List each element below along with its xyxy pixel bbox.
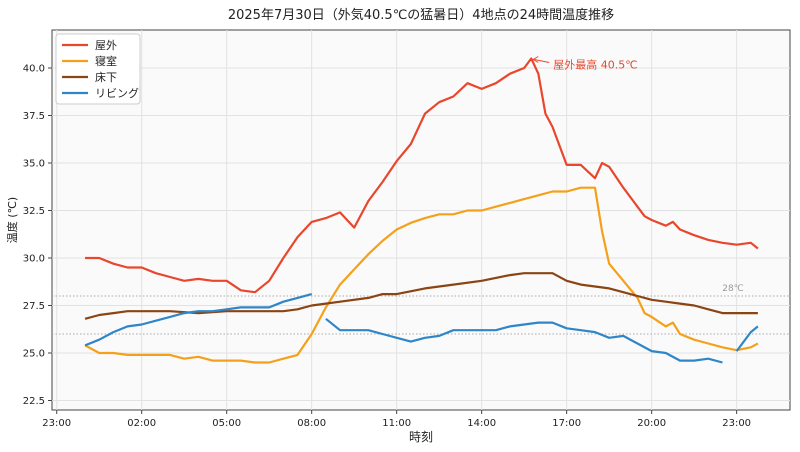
- legend-box: [55, 33, 141, 105]
- series-line-床下: [84, 272, 758, 320]
- x-tick-label: 05:00: [212, 418, 241, 429]
- annotation: 屋外最高 40.5℃: [532, 56, 638, 72]
- y-tick-label: 27.5: [23, 301, 45, 312]
- series-lines: [84, 57, 759, 364]
- series-line-屋外: [85, 57, 759, 294]
- grid: [52, 30, 790, 410]
- reference-lines: 28℃: [52, 284, 790, 335]
- series-line-リビング: [735, 325, 759, 352]
- series-line-リビング: [325, 317, 723, 364]
- x-tick-label: 23:00: [722, 418, 751, 429]
- axes: 23:00 02:00 05:00 08:00 11:00 14:00 17:00 20:00…: [23, 64, 751, 430]
- chart-title: 2025年7月30日（外気40.5℃の猛暑日）4地点の24時間温度推移: [228, 7, 614, 23]
- annotation-arrowhead: [532, 56, 539, 63]
- x-tick-label: 20:00: [637, 418, 666, 429]
- y-tick-label: 25.0: [23, 349, 45, 360]
- y-axis-label: 温度 (℃): [5, 197, 19, 243]
- y-tick-label: 35.0: [23, 159, 45, 170]
- annotation-label: 屋外最高 40.5℃: [553, 58, 637, 72]
- y-tick-label: 30.0: [23, 254, 45, 265]
- x-tick-label: 11:00: [382, 418, 411, 429]
- x-axis-label: 時刻: [409, 430, 433, 444]
- x-tick-label: 17:00: [552, 418, 581, 429]
- legend-label: リビング: [95, 86, 139, 100]
- y-tick-label: 32.5: [23, 206, 45, 217]
- legend-label: 屋外: [95, 39, 117, 52]
- x-tick-label: 02:00: [127, 418, 156, 429]
- x-tick-label: 14:00: [467, 418, 496, 429]
- legend-label: 床下: [95, 70, 117, 84]
- y-tick-label: 22.5: [23, 396, 45, 407]
- legend-label: 寝室: [95, 54, 117, 68]
- y-tick-label: 40.0: [23, 64, 45, 75]
- series-line-リビング: [84, 293, 312, 347]
- x-tick-label: 23:00: [42, 418, 71, 429]
- reference-line-label: 28℃: [722, 284, 744, 294]
- x-tick-label: 08:00: [297, 418, 326, 429]
- series-line-寝室: [84, 186, 759, 364]
- y-tick-label: 37.5: [23, 111, 45, 122]
- annotation-arrow: [534, 59, 550, 63]
